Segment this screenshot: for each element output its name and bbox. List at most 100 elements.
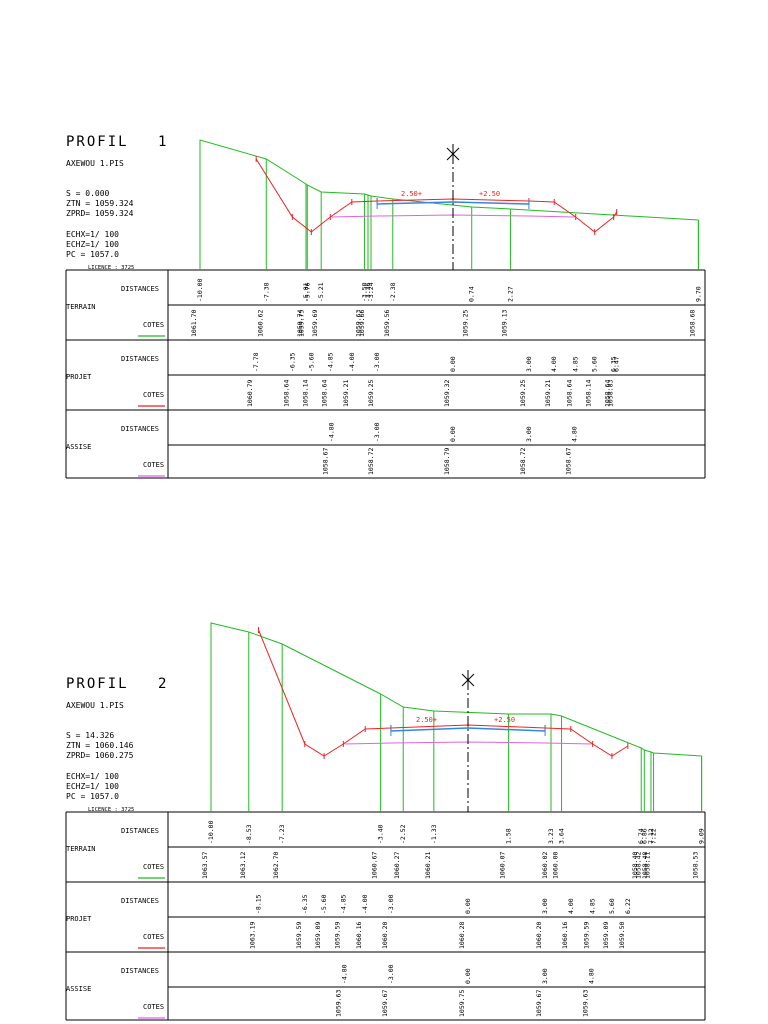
terrain-cote-value: 1058.42	[634, 852, 642, 879]
section-drawing: 2.50+ +2.50	[210, 622, 703, 812]
terrain-distance-value: -3.24	[367, 282, 375, 302]
assise-cote-value: 1059.63	[581, 990, 589, 1017]
projet-line	[255, 158, 618, 233]
info-line: ZPRD= 1060.275	[66, 751, 134, 760]
projet-cote-value: 1059.25	[519, 380, 527, 407]
terrain-cote-value: 1059.56	[383, 310, 391, 337]
cotes-label: COTES	[143, 933, 164, 941]
terrain-cote-value: 1060.62	[256, 310, 264, 337]
terrain-distance-value: -5.81	[302, 282, 310, 302]
distances-label: DISTANCES	[121, 285, 159, 293]
assise-cote-value: 1059.67	[535, 990, 543, 1017]
info-line: ZTN = 1060.146	[66, 741, 134, 750]
projet-cote-value: 1060.79	[246, 380, 254, 407]
projet-cote-value: 1059.50	[618, 922, 626, 949]
terrain-distance-value: -2.52	[399, 824, 407, 844]
projet-distance-value: 4.85	[589, 898, 597, 914]
projet-distance-value: -6.35	[288, 352, 296, 372]
cotes-label: COTES	[143, 321, 164, 329]
projet-line	[258, 629, 629, 757]
terrain-distance-value: -3.50	[360, 282, 368, 302]
terrain-cote-value: 1060.27	[393, 852, 401, 879]
projet-distance-value: -5.60	[320, 894, 328, 914]
projet-distance-value: 0.00	[464, 898, 472, 914]
terrain-distance-value: 3.23	[547, 828, 555, 844]
projet-cote-value: 1059.21	[342, 380, 350, 407]
terrain-cote-value: 1060.21	[424, 852, 432, 879]
terrain-cote-value: 1058.53	[692, 852, 700, 879]
projet-distance-value: -3.00	[373, 352, 381, 372]
assise-distance-value: 0.00	[464, 968, 472, 984]
terrain-label: TERRAIN	[66, 303, 96, 311]
assise-distance-value: 3.00	[541, 968, 549, 984]
projet-distance-value: -6.35	[301, 894, 309, 914]
assise-label: ASSISE	[66, 985, 91, 993]
assise-distance-value: -4.80	[328, 422, 336, 442]
projet-cote-value: 1060.16	[561, 922, 569, 949]
terrain-distance-value: -3.40	[377, 824, 385, 844]
terrain-distance-value: 7.12	[647, 828, 655, 844]
profile-title: PROFIL	[66, 676, 129, 692]
assise-distance-value: 0.00	[449, 426, 457, 442]
projet-distance-value: 4.00	[550, 356, 558, 372]
projet-distance-value: -4.00	[348, 352, 356, 372]
scale-line: ECHZ=1/ 100	[66, 782, 119, 791]
terrain-cote-value: 1060.02	[541, 852, 549, 879]
terrain-distance-value: -1.33	[430, 824, 438, 844]
projet-cote-value: 1058.14	[585, 380, 593, 407]
info-line: ZPRD= 1059.324	[66, 209, 134, 218]
terrain-cote-value: 1058.48	[641, 852, 649, 879]
projet-cote-value: 1059.09	[314, 922, 322, 949]
terrain-label: TERRAIN	[66, 845, 96, 853]
projet-distance-value: 3.00	[541, 898, 549, 914]
terrain-distance-value: 7.22	[650, 828, 658, 844]
terrain-cote-value: 1058.11	[644, 852, 652, 879]
scale-line: PC = 1057.0	[66, 792, 119, 801]
terrain-cote-value: 1059.63	[354, 310, 362, 337]
terrain-distance-value: 2.27	[506, 286, 514, 302]
terrain-distance-value: 6.74	[637, 828, 645, 844]
section-drawing: 2.50+ +2.50	[199, 139, 699, 270]
projet-distance-value: -4.85	[326, 352, 334, 372]
assise-distance-value: -3.00	[373, 422, 381, 442]
terrain-cote-value: 1060.67	[371, 852, 379, 879]
projet-distance-value: -3.00	[387, 894, 395, 914]
assise-cote-value: 1058.67	[564, 448, 572, 475]
projet-cote-value: 1059.09	[602, 922, 610, 949]
terrain-distance-value: 9.70	[694, 286, 702, 302]
projet-cote-value: 1059.21	[544, 380, 552, 407]
assise-cote-value: 1058.72	[367, 448, 375, 475]
terrain-distance-value: 0.74	[468, 286, 476, 302]
terrain-distance-value: -7.23	[278, 824, 286, 844]
assise-cote-value: 1059.75	[458, 990, 466, 1017]
projet-cote-value: 1063.19	[249, 922, 257, 949]
projet-distance-value: 5.60	[608, 898, 616, 914]
projet-label: PROJET	[66, 915, 92, 923]
projet-cote-value: 1060.28	[458, 922, 466, 949]
terrain-cote-value: 1063.12	[239, 852, 247, 879]
cotes-label: COTES	[143, 863, 164, 871]
projet-cote-value: 1058.64	[604, 380, 612, 407]
projet-cote-value: 1058.83	[607, 380, 615, 407]
terrain-cote-value: 1060.07	[499, 852, 507, 879]
projet-cote-value: 1060.16	[355, 922, 363, 949]
distances-label: DISTANCES	[121, 355, 159, 363]
projet-label: PROJET	[66, 373, 92, 381]
cotes-label: COTES	[143, 461, 164, 469]
assise-cote-value: 1058.79	[443, 448, 451, 475]
projet-distance-value: -4.85	[339, 894, 347, 914]
projet-distance-value: 0.00	[449, 356, 457, 372]
distances-label: DISTANCES	[121, 425, 159, 433]
terrain-distance-value: -7.38	[262, 282, 270, 302]
distances-label: DISTANCES	[121, 897, 159, 905]
projet-cote-value: 1059.25	[367, 380, 375, 407]
projet-cote-value: 1058.14	[301, 380, 309, 407]
assise-distance-value: -3.00	[387, 964, 395, 984]
terrain-distance-value: -5.21	[317, 282, 325, 302]
distances-label: DISTANCES	[121, 827, 159, 835]
pavement-layer	[390, 727, 546, 732]
axis-name: AXEWOU 1.PIS	[66, 159, 124, 168]
